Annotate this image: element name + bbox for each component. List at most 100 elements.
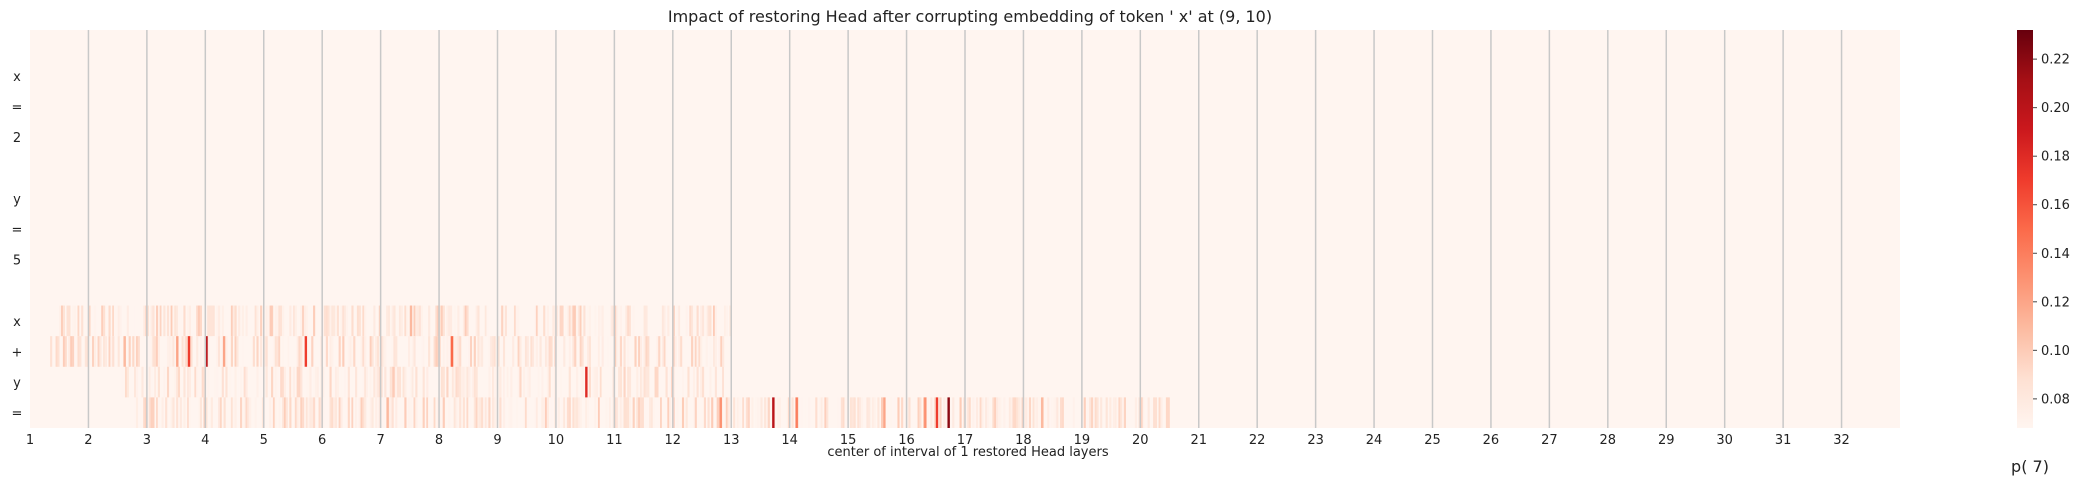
heatmap-cell <box>428 305 431 337</box>
heatmap-cell <box>345 305 349 337</box>
row-label: 2 <box>13 131 21 146</box>
x-tick-label: 6 <box>318 433 326 448</box>
heatmap-cell <box>586 397 590 428</box>
x-tick-label: 1 <box>26 433 34 448</box>
heatmap-cell <box>517 305 520 337</box>
heatmap-cell <box>565 305 568 337</box>
heatmap-cell <box>495 336 498 367</box>
heatmap-cell <box>506 366 509 398</box>
heatmap-cell <box>194 397 197 428</box>
row-label: y <box>13 376 21 391</box>
heatmap-cell <box>409 366 412 398</box>
heatmap-cell <box>680 336 683 367</box>
heatmap-cell <box>448 336 451 367</box>
heatmap-cell <box>389 366 392 398</box>
heatmap-cell <box>994 397 997 428</box>
colorbar-tick-label: 0.22 <box>2041 53 2070 68</box>
heatmap-cell <box>559 366 562 398</box>
heatmap-cell <box>245 305 248 337</box>
heatmap-cell <box>765 397 769 428</box>
heatmap-cell <box>311 336 314 367</box>
heatmap-cell <box>172 366 175 398</box>
heatmap-cell <box>864 397 867 428</box>
heatmap-cell <box>121 366 124 398</box>
heatmap-cell <box>588 336 591 367</box>
heatmap-cell <box>481 336 484 367</box>
heatmap-cell <box>103 305 106 337</box>
heatmap-cell <box>972 397 975 428</box>
heatmap-cell <box>108 305 111 337</box>
heatmap-cell <box>188 305 192 337</box>
heatmap-cell <box>1050 397 1053 428</box>
heatmap-cell <box>453 336 456 367</box>
heatmap-cell <box>608 397 612 428</box>
heatmap-cell <box>282 305 285 337</box>
heatmap-cell <box>475 397 478 428</box>
x-tick-label: 31 <box>1775 433 1792 448</box>
heatmap-cell <box>207 305 210 337</box>
heatmap-cell <box>676 305 679 337</box>
heatmap-cell <box>391 397 394 428</box>
heatmap-cell <box>61 305 64 337</box>
heatmap-cell <box>842 397 845 428</box>
heatmap-cell <box>641 366 644 398</box>
heatmap-cell <box>672 397 675 428</box>
heatmap-cell <box>395 336 398 367</box>
heatmap-cell <box>1054 397 1057 428</box>
heatmap-cell <box>1025 397 1028 428</box>
heatmap-cell <box>1019 397 1022 428</box>
x-tick-label: 30 <box>1716 433 1733 448</box>
heatmap-cell <box>183 366 186 398</box>
heatmap-cell <box>218 305 221 337</box>
heatmap-cell <box>643 305 646 337</box>
heatmap-cell <box>1160 397 1163 428</box>
heatmap-cell <box>758 397 761 428</box>
heatmap-cell-highlight <box>585 366 588 398</box>
heatmap-cell <box>988 397 991 428</box>
heatmap-cell <box>261 397 265 428</box>
heatmap-cell <box>534 305 537 337</box>
heatmap-cell <box>338 336 341 367</box>
heatmap-cell <box>351 397 354 428</box>
heatmap-cell <box>252 366 255 398</box>
heatmap-cell <box>86 336 89 367</box>
heatmap-cell <box>550 336 553 367</box>
heatmap-cell <box>117 305 120 337</box>
x-tick-label: 13 <box>723 433 740 448</box>
heatmap-cell <box>937 397 940 428</box>
heatmap-cell <box>393 305 396 337</box>
heatmap-cell <box>1012 397 1015 428</box>
heatmap-cell <box>369 336 372 367</box>
heatmap-cell <box>267 305 270 337</box>
heatmap-cell <box>260 336 263 367</box>
heatmap-cell <box>347 397 350 428</box>
heatmap-cell <box>698 336 701 367</box>
heatmap-cell <box>807 397 811 428</box>
heatmap-cell <box>409 397 412 428</box>
heatmap-cell <box>506 336 509 367</box>
heatmap-cell <box>1072 397 1075 428</box>
heatmap-cell <box>245 397 248 428</box>
heatmap-cell <box>176 305 179 337</box>
heatmap-cell <box>300 366 303 398</box>
heatmap-cell <box>415 305 418 337</box>
heatmap-cell <box>1142 397 1145 428</box>
heatmap-cell <box>473 336 476 367</box>
heatmap-cell <box>681 366 685 398</box>
heatmap-cell <box>1167 397 1170 428</box>
heatmap-cell <box>420 305 423 337</box>
heatmap-cell <box>818 397 822 428</box>
heatmap-cell <box>985 397 988 428</box>
heatmap-cell <box>561 305 564 337</box>
heatmap-cell <box>179 305 182 337</box>
heatmap-cell <box>459 366 462 398</box>
heatmap-cell <box>66 305 69 337</box>
heatmap-cell <box>554 366 557 398</box>
heatmap-cell <box>574 397 577 428</box>
heatmap-cell <box>733 397 736 428</box>
heatmap-cell <box>594 366 597 398</box>
heatmap-cell <box>225 336 228 367</box>
heatmap-cell <box>718 397 721 428</box>
heatmap-cell <box>223 397 226 428</box>
heatmap-cell <box>203 366 206 398</box>
